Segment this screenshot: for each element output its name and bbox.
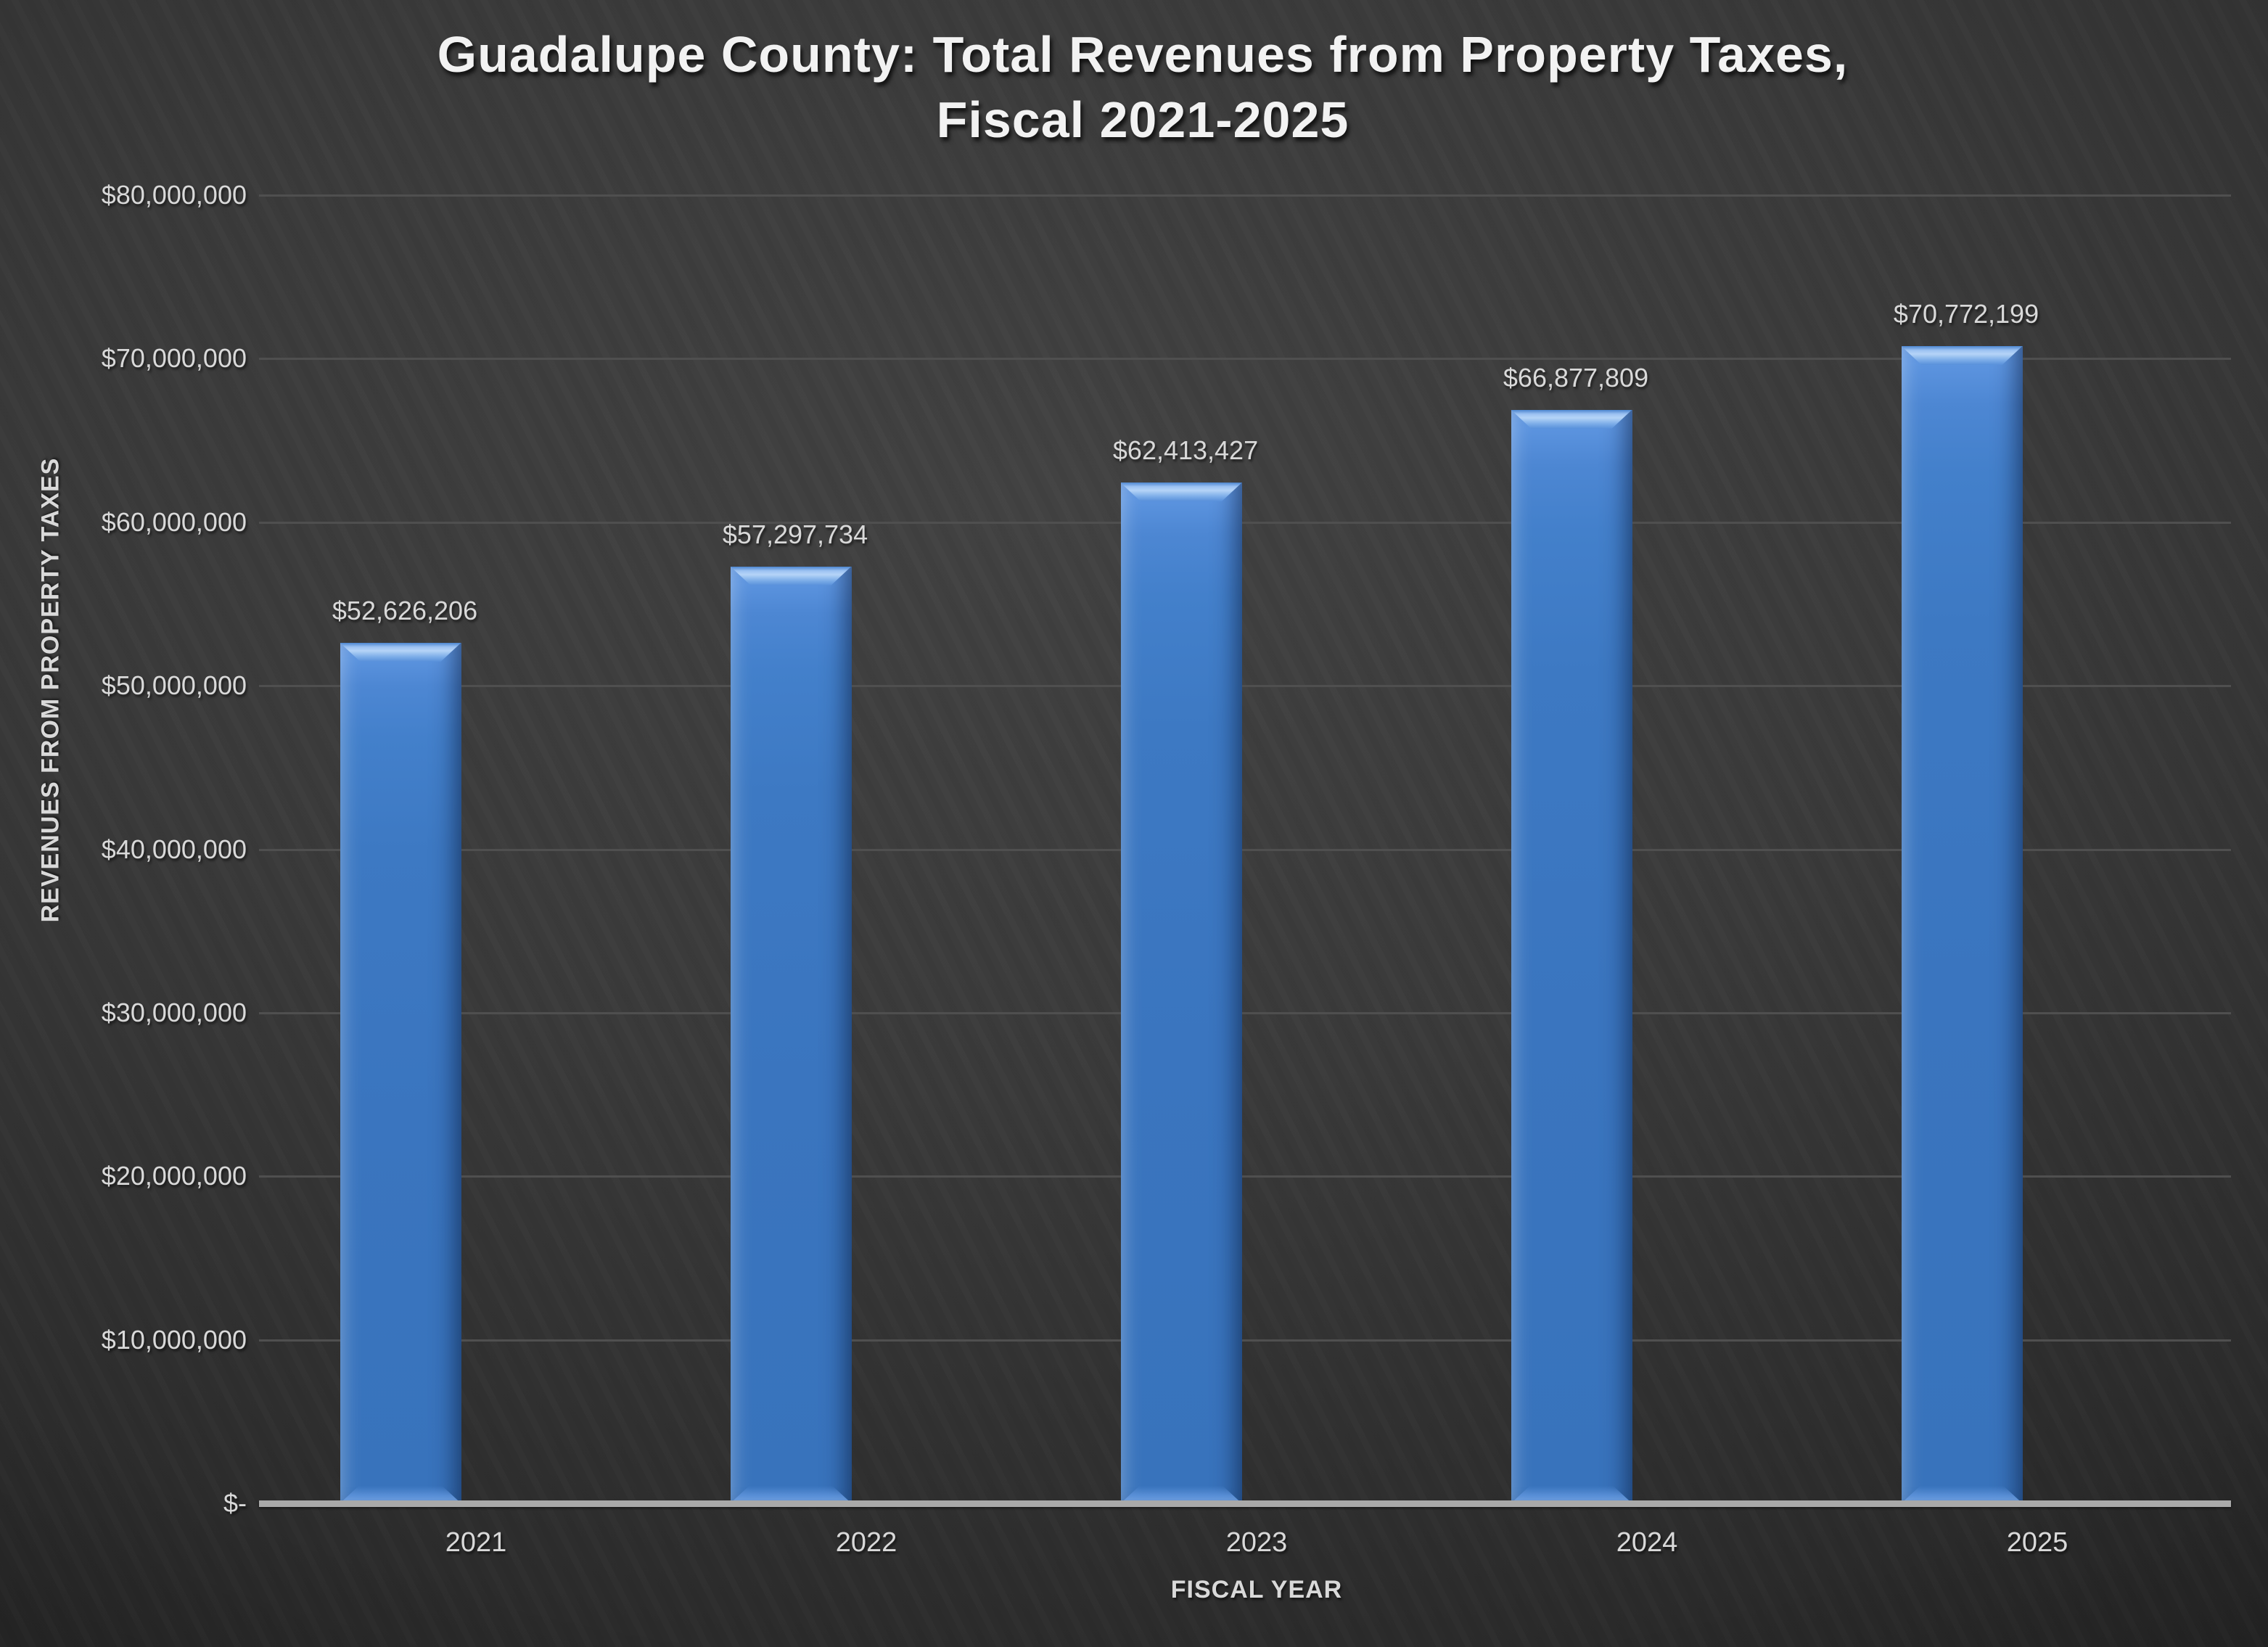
y-tick-label: $- (223, 1488, 247, 1518)
bar-data-label: $70,772,199 (1893, 298, 2039, 329)
y-tick-label: $20,000,000 (101, 1161, 247, 1191)
chart-title-line2: Fiscal 2021-2025 (936, 91, 1349, 148)
x-tick-label: 2023 (1225, 1527, 1288, 1558)
gridline (259, 848, 2231, 851)
bar-data-label: $66,877,809 (1503, 362, 1649, 393)
x-axis-line (259, 1500, 2231, 1507)
bar-2023 (1120, 482, 1242, 1503)
x-tick-label: 2025 (2006, 1527, 2068, 1558)
x-tick-label: 2022 (835, 1527, 897, 1558)
gridline (259, 521, 2231, 524)
bar-2022 (730, 566, 852, 1503)
y-axis-title: REVENUES FROM PROPERTY TAXES (36, 457, 65, 923)
y-tick-label: $40,000,000 (101, 834, 247, 864)
bar-data-label: $52,626,206 (332, 595, 478, 625)
gridline (259, 194, 2231, 197)
gridline (259, 685, 2231, 688)
gridline (259, 1011, 2231, 1014)
bar-2021 (340, 642, 461, 1503)
y-tick-label: $50,000,000 (101, 670, 247, 701)
y-tick-label: $10,000,000 (101, 1324, 247, 1355)
y-tick-label: $70,000,000 (101, 343, 247, 374)
bar-data-label: $57,297,734 (722, 519, 868, 549)
gridline (259, 1339, 2231, 1342)
chart-title: Guadalupe County: Total Revenues from Pr… (9, 22, 2268, 152)
y-tick-label: $30,000,000 (101, 997, 247, 1027)
gridline (259, 358, 2231, 361)
y-tick-label: $60,000,000 (101, 506, 247, 537)
gridline (259, 1175, 2231, 1178)
chart-title-line1: Guadalupe County: Total Revenues from Pr… (437, 26, 1849, 83)
x-tick-label: 2024 (1616, 1527, 1678, 1558)
bar-2025 (1901, 345, 2023, 1503)
x-axis-title: FISCAL YEAR (1170, 1576, 1343, 1603)
bar-2024 (1511, 409, 1632, 1503)
y-tick-label: $80,000,000 (101, 180, 247, 210)
bar-data-label: $62,413,427 (1112, 435, 1259, 466)
x-tick-label: 2021 (445, 1527, 507, 1558)
